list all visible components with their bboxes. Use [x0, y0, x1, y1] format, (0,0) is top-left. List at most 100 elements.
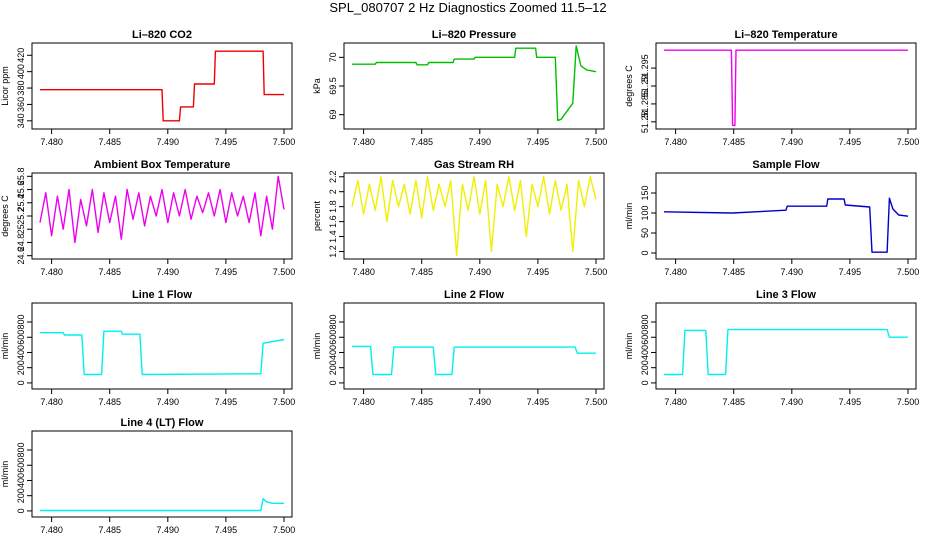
y-axis-label: ml/min [0, 333, 10, 360]
y-tick-label: 24.6 [16, 247, 26, 265]
series-line [39, 175, 285, 244]
x-tick-label: 7.500 [273, 525, 296, 535]
y-axis-label: degrees C [0, 195, 10, 237]
y-tick-label: 0 [16, 508, 26, 513]
series-line [40, 50, 284, 122]
x-tick-label: 7.485 [722, 137, 745, 147]
y-tick-label: 150 [640, 185, 650, 200]
y-tick-label: 51.28 [640, 111, 650, 134]
x-tick-label: 7.490 [157, 267, 180, 277]
y-tick-label: 400 [16, 64, 26, 79]
y-tick-label: 50 [640, 228, 650, 238]
y-tick-label: 200 [328, 360, 338, 375]
chart-panel: Gas Stream RH 7.480 7.485 7.490 7.495 7.500 1.… [312, 159, 607, 277]
chart-panel: Ambient Box Temperature 7.480 7.485 7.490 7.… [0, 159, 295, 277]
y-tick-label: 600 [328, 330, 338, 345]
y-tick-label: 400 [328, 345, 338, 360]
x-tick-label: 7.480 [664, 267, 687, 277]
y-axis-label: degrees C [624, 65, 634, 107]
x-tick-label: 7.485 [98, 267, 121, 277]
x-tick-label: 7.490 [469, 397, 492, 407]
y-axis-label: ml/min [624, 333, 634, 360]
x-tick-label: 7.495 [527, 267, 550, 277]
chart-panel: Li–820 Temperature 7.480 7.485 7.490 7.495 7.… [624, 29, 919, 147]
y-axis-label: ml/min [624, 203, 634, 230]
x-tick-label: 7.485 [410, 267, 433, 277]
x-tick-label: 7.495 [215, 525, 238, 535]
x-tick-label: 7.500 [897, 267, 920, 277]
y-tick-label: 1.4 [328, 230, 338, 243]
x-tick-label: 7.500 [897, 137, 920, 147]
chart-panel: Li–820 Pressure 7.480 7.485 7.490 7.495 7.500… [312, 29, 607, 147]
y-tick-label: 100 [640, 205, 650, 220]
y-tick-label: 0 [16, 380, 26, 385]
y-tick-label: 340 [16, 113, 26, 128]
plot-frame [343, 42, 605, 130]
y-tick-label: 0 [640, 250, 650, 255]
series-line [40, 498, 284, 512]
plot-frame [655, 302, 917, 390]
x-tick-label: 7.495 [839, 397, 862, 407]
x-tick-label: 7.485 [410, 137, 433, 147]
y-tick-label: 25.2 [16, 207, 26, 225]
plot-frame [655, 172, 917, 260]
y-tick-label: 800 [16, 443, 26, 458]
x-tick-label: 7.490 [469, 267, 492, 277]
y-tick-label: 420 [16, 48, 26, 63]
x-tick-label: 7.490 [157, 525, 180, 535]
y-tick-label: 200 [640, 360, 650, 375]
chart-title: Sample Flow [752, 159, 820, 171]
y-tick-label: 0 [640, 380, 650, 385]
x-tick-label: 7.500 [585, 267, 608, 277]
x-tick-label: 7.500 [273, 137, 296, 147]
y-tick-label: 51.29 [640, 75, 650, 98]
y-tick-label: 0 [328, 380, 338, 385]
x-tick-label: 7.480 [40, 525, 63, 535]
x-tick-label: 7.480 [352, 397, 375, 407]
chart-title: Ambient Box Temperature [94, 159, 231, 171]
y-tick-label: 70 [328, 52, 338, 62]
x-tick-label: 7.495 [839, 137, 862, 147]
y-tick-label: 1.8 [328, 200, 338, 213]
x-tick-label: 7.495 [215, 137, 238, 147]
x-tick-label: 7.495 [215, 397, 238, 407]
x-tick-label: 7.480 [40, 397, 63, 407]
x-tick-label: 7.495 [527, 397, 550, 407]
chart-title: Line 1 Flow [132, 289, 192, 301]
x-tick-label: 7.480 [352, 137, 375, 147]
x-tick-label: 7.490 [781, 397, 804, 407]
y-tick-label: 800 [328, 315, 338, 330]
x-tick-label: 7.480 [664, 397, 687, 407]
series-line [352, 345, 596, 376]
chart-panel: Li–820 CO2 7.480 7.485 7.490 7.495 7.500 34036… [0, 29, 295, 147]
y-tick-label: 69.5 [328, 77, 338, 95]
y-tick-label: 400 [640, 345, 650, 360]
y-tick-label: 25.4 [16, 194, 26, 212]
y-axis-label: ml/min [312, 333, 322, 360]
y-tick-label: 400 [16, 345, 26, 360]
y-tick-label: 600 [16, 458, 26, 473]
x-tick-label: 7.480 [664, 137, 687, 147]
y-tick-label: 2 [328, 189, 338, 194]
y-tick-label: 600 [640, 330, 650, 345]
y-tick-label: 51.295 [640, 54, 650, 82]
series-line [40, 330, 285, 376]
plot-frame [31, 172, 293, 260]
series-line [351, 175, 597, 257]
y-axis-label: ml/min [0, 461, 10, 488]
y-tick-label: 24.8 [16, 234, 26, 252]
y-tick-label: 25.8 [16, 168, 26, 186]
series-line [664, 49, 908, 127]
x-tick-label: 7.495 [527, 137, 550, 147]
y-axis-label: percent [312, 200, 322, 231]
y-tick-label: 25.6 [16, 181, 26, 199]
y-tick-label: 400 [16, 473, 26, 488]
chart-title: Gas Stream RH [434, 159, 514, 171]
y-tick-label: 25 [16, 224, 26, 234]
y-tick-label: 69 [328, 110, 338, 120]
chart-title: Line 2 Flow [444, 289, 504, 301]
x-tick-label: 7.490 [469, 137, 492, 147]
y-tick-label: 380 [16, 81, 26, 96]
chart-panel: Line 3 Flow 7.480 7.485 7.490 7.495 7.500 0 200… [624, 289, 919, 407]
